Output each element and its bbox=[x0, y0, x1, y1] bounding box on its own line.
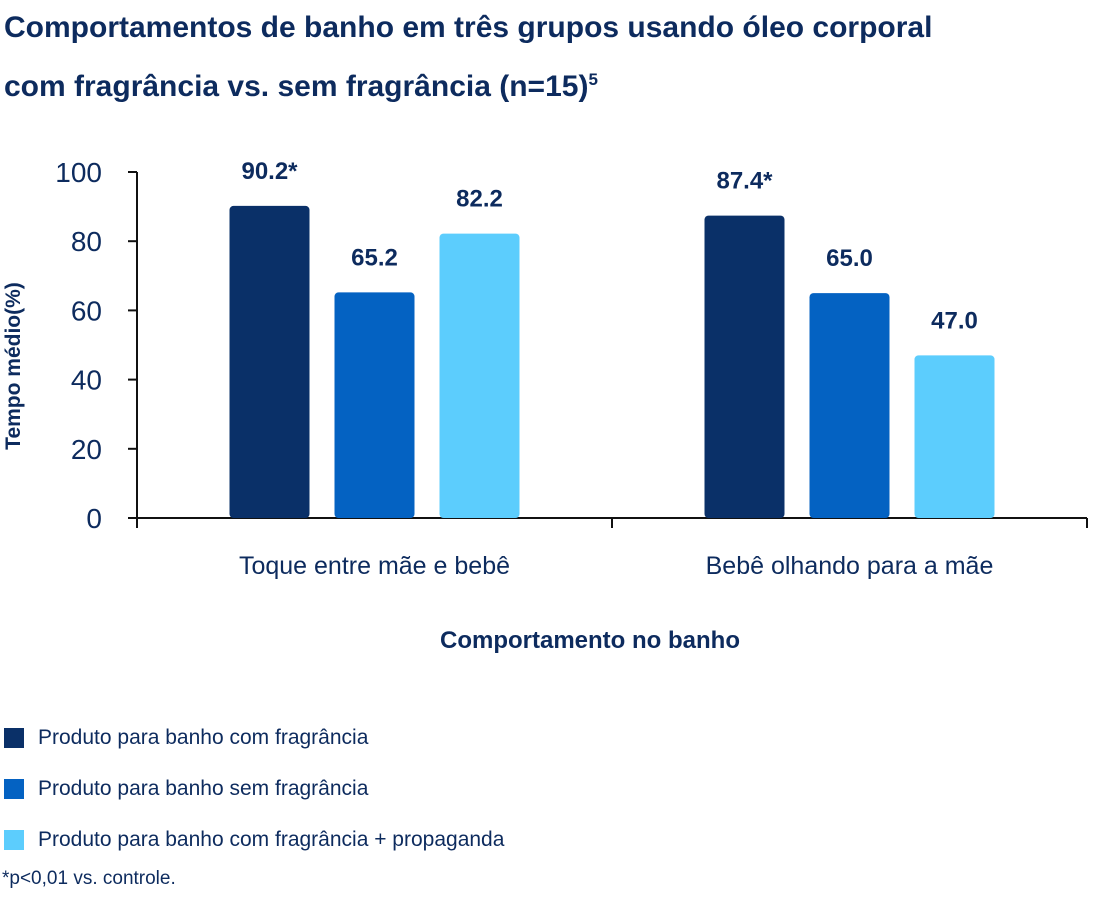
y-tick-label: 60 bbox=[71, 295, 102, 326]
y-tick-label: 0 bbox=[86, 503, 102, 534]
y-tick-label: 80 bbox=[71, 226, 102, 257]
legend-label: Produto para banho com fragrância bbox=[38, 725, 369, 749]
bar bbox=[229, 205, 310, 518]
y-tick-label: 20 bbox=[71, 434, 102, 465]
bar bbox=[439, 233, 520, 518]
legend-item: Produto para banho com fragrância bbox=[4, 712, 504, 763]
bar bbox=[809, 293, 890, 518]
data-label: 87.4* bbox=[716, 168, 773, 195]
footnote: *p<0,01 vs. controle. bbox=[2, 868, 176, 889]
y-axis-title: Tempo médio(%) bbox=[2, 282, 25, 450]
legend: Produto para banho com fragrância Produt… bbox=[4, 712, 504, 865]
title-reference: 5 bbox=[588, 70, 598, 89]
x-tick-label: Toque entre mãe e bebê bbox=[239, 552, 510, 580]
data-label: 47.0 bbox=[931, 307, 978, 334]
y-tick-label: 40 bbox=[71, 365, 102, 396]
legend-swatch bbox=[4, 727, 24, 748]
bar-chart: 0 20 40 60 80 100 90.2* 65.2 82.2 Toque entre mãe… bbox=[2, 157, 1088, 654]
legend-label: Produto para banho com fragrância + prop… bbox=[38, 827, 505, 851]
x-tick-label: Bebê olhando para a mãe bbox=[706, 552, 994, 580]
legend-swatch bbox=[4, 778, 24, 799]
legend-swatch bbox=[4, 829, 24, 850]
legend-label: Produto para banho sem fragrância bbox=[38, 776, 369, 800]
bar bbox=[334, 292, 415, 518]
bar bbox=[914, 355, 995, 518]
x-axis-title: Comportamento no banho bbox=[440, 627, 740, 654]
legend-item: Produto para banho sem fragrância bbox=[4, 763, 504, 814]
chart-title: Comportamentos de banho em três grupos u… bbox=[4, 2, 1104, 113]
data-label: 65.2 bbox=[351, 244, 398, 271]
y-tick-label: 100 bbox=[55, 157, 102, 188]
data-label: 65.0 bbox=[826, 245, 873, 272]
data-label: 82.2 bbox=[456, 186, 503, 213]
title-line-1: Comportamentos de banho em três grupos u… bbox=[4, 11, 933, 44]
legend-item: Produto para banho com fragrância + prop… bbox=[4, 814, 504, 865]
data-label: 90.2* bbox=[241, 158, 298, 185]
title-line-2: com fragrância vs. sem fragrância (n=15) bbox=[4, 70, 589, 103]
bar bbox=[704, 215, 785, 518]
